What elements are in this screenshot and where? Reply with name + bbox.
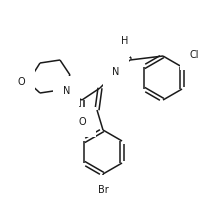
Text: Br: Br [98, 185, 108, 195]
Text: O: O [112, 37, 120, 47]
Text: O: O [78, 117, 86, 127]
Text: N: N [63, 86, 70, 96]
Text: Cl: Cl [189, 50, 199, 60]
Text: H: H [121, 36, 129, 46]
Text: O: O [17, 77, 25, 87]
Text: N: N [112, 67, 120, 77]
